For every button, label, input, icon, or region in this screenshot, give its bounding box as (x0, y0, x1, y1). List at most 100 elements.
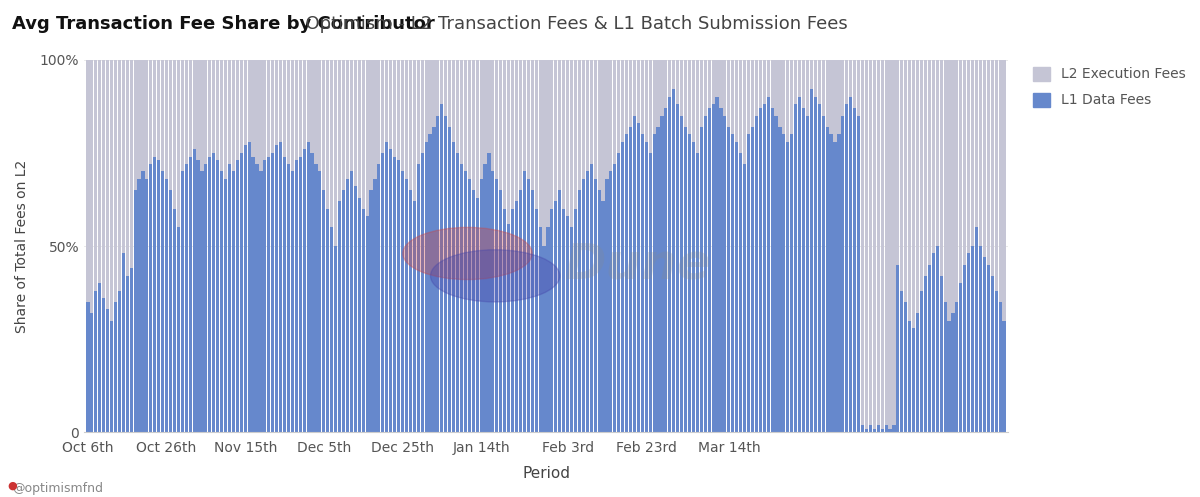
Bar (283, 60, 286, 432)
Bar (684, 60, 688, 432)
Bar (377, 60, 380, 432)
Bar (731, 60, 734, 432)
Bar (904, 302, 907, 432)
Bar (448, 127, 451, 432)
Bar (998, 302, 1002, 432)
Bar (181, 171, 184, 432)
Bar (629, 127, 632, 432)
Bar (814, 60, 817, 432)
Bar (708, 60, 710, 432)
Bar (361, 60, 365, 432)
Bar (252, 157, 254, 432)
Bar (826, 127, 829, 432)
Bar (893, 425, 895, 432)
Bar (299, 157, 302, 432)
Bar (877, 425, 880, 432)
Bar (323, 60, 325, 432)
Bar (724, 115, 726, 432)
Bar (511, 60, 514, 432)
Bar (334, 246, 337, 432)
Bar (786, 60, 790, 432)
Bar (660, 60, 664, 432)
Bar (566, 216, 569, 432)
Bar (452, 60, 455, 432)
Bar (986, 60, 990, 432)
Bar (518, 190, 522, 432)
Bar (440, 104, 443, 432)
Bar (727, 127, 731, 432)
Bar (397, 160, 400, 432)
Bar (767, 97, 769, 432)
Bar (755, 60, 758, 432)
Bar (173, 60, 176, 432)
Bar (676, 60, 679, 432)
Bar (224, 60, 227, 432)
Bar (649, 153, 652, 432)
Bar (354, 60, 356, 432)
Text: Dune: Dune (564, 241, 712, 289)
Bar (928, 60, 931, 432)
Bar (349, 171, 353, 432)
Bar (169, 60, 172, 432)
Bar (558, 60, 562, 432)
Bar (998, 60, 1002, 432)
Bar (838, 134, 840, 432)
Bar (665, 60, 667, 432)
Bar (349, 60, 353, 432)
Bar (539, 227, 541, 432)
Bar (598, 190, 601, 432)
Bar (468, 179, 470, 432)
Bar (377, 164, 380, 432)
Bar (263, 160, 266, 432)
Bar (437, 115, 439, 432)
Bar (971, 246, 974, 432)
Bar (822, 60, 824, 432)
Bar (212, 60, 215, 432)
Bar (220, 60, 223, 432)
Bar (432, 127, 436, 432)
Bar (397, 60, 400, 432)
Bar (508, 224, 510, 432)
Bar (413, 201, 416, 432)
Bar (983, 60, 986, 432)
Bar (869, 425, 872, 432)
Bar (857, 115, 860, 432)
Bar (188, 157, 192, 432)
Bar (346, 179, 349, 432)
Bar (995, 60, 997, 432)
Bar (617, 153, 620, 432)
Bar (613, 164, 617, 432)
Bar (940, 276, 943, 432)
Bar (90, 313, 94, 432)
Bar (491, 171, 494, 432)
Bar (314, 164, 318, 432)
Bar (192, 60, 196, 432)
Bar (204, 164, 208, 432)
Bar (736, 60, 738, 432)
Bar (145, 179, 149, 432)
Bar (515, 60, 518, 432)
Bar (731, 134, 734, 432)
Bar (546, 60, 550, 432)
Bar (114, 302, 118, 432)
Bar (724, 60, 726, 432)
Bar (484, 164, 487, 432)
Bar (779, 127, 781, 432)
Bar (342, 60, 346, 432)
Bar (290, 171, 294, 432)
Bar (983, 257, 986, 432)
Bar (574, 60, 577, 432)
Bar (484, 60, 487, 432)
Bar (314, 60, 318, 432)
Bar (523, 171, 526, 432)
Bar (154, 60, 156, 432)
Bar (503, 60, 506, 432)
Bar (763, 104, 766, 432)
Bar (534, 60, 538, 432)
Bar (382, 153, 384, 432)
Bar (562, 60, 565, 432)
Bar (672, 89, 676, 432)
Text: Optimism - L2 Transaction Fees & L1 Batch Submission Fees: Optimism - L2 Transaction Fees & L1 Batc… (294, 15, 847, 33)
Bar (95, 60, 97, 432)
Bar (893, 60, 895, 432)
